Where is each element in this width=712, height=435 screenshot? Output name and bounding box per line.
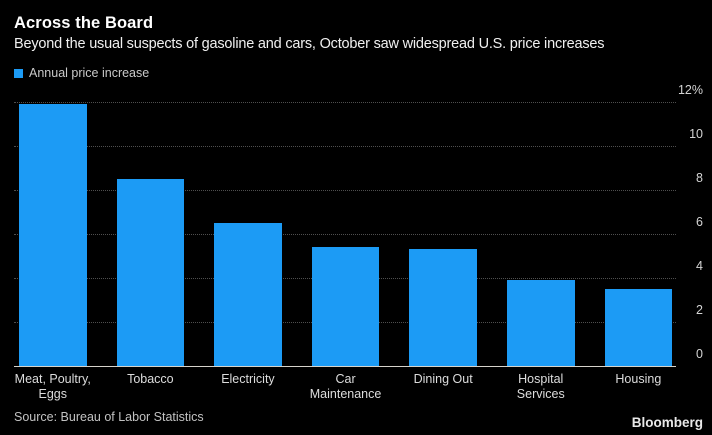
y-tick-label: 6 bbox=[696, 214, 703, 229]
y-tick-label: 8 bbox=[696, 170, 703, 185]
y-tick-label: 4 bbox=[696, 258, 703, 273]
x-category-label: Car Maintenance bbox=[309, 372, 382, 401]
y-tick-label: 12% bbox=[677, 82, 703, 97]
legend: Annual price increase bbox=[14, 66, 149, 80]
chart-bar bbox=[507, 280, 575, 366]
gridline bbox=[14, 233, 676, 235]
x-category-label: Hospital Services bbox=[516, 372, 565, 401]
source-note: Source: Bureau of Labor Statistics bbox=[14, 410, 204, 424]
x-category-label: Dining Out bbox=[413, 372, 473, 386]
chart-bar bbox=[604, 288, 673, 366]
bloomberg-logo: Bloomberg bbox=[631, 415, 703, 430]
legend-swatch-icon bbox=[14, 68, 23, 78]
chart-bar bbox=[19, 103, 87, 366]
gridline bbox=[14, 145, 676, 147]
legend-label: Annual price increase bbox=[29, 66, 150, 80]
chart-subtitle: Beyond the usual suspects of gasoline an… bbox=[14, 36, 605, 52]
gridline bbox=[14, 189, 676, 191]
x-axis-baseline bbox=[14, 366, 676, 367]
x-category-label: Electricity bbox=[221, 372, 275, 386]
x-category-label: Meat, Poultry, Eggs bbox=[14, 372, 91, 401]
chart-title: Across the Board bbox=[14, 14, 154, 32]
y-tick-label: 0 bbox=[696, 347, 703, 361]
chart-bar bbox=[311, 246, 380, 366]
y-tick-label: 2 bbox=[696, 302, 703, 317]
x-category-label: Tobacco bbox=[127, 372, 174, 386]
chart-bar bbox=[116, 178, 185, 366]
gridline bbox=[14, 101, 676, 103]
y-tick-label: 10 bbox=[689, 126, 703, 141]
chart-bar bbox=[214, 222, 282, 366]
x-category-label: Housing bbox=[615, 372, 662, 386]
chart-bar bbox=[409, 249, 477, 366]
